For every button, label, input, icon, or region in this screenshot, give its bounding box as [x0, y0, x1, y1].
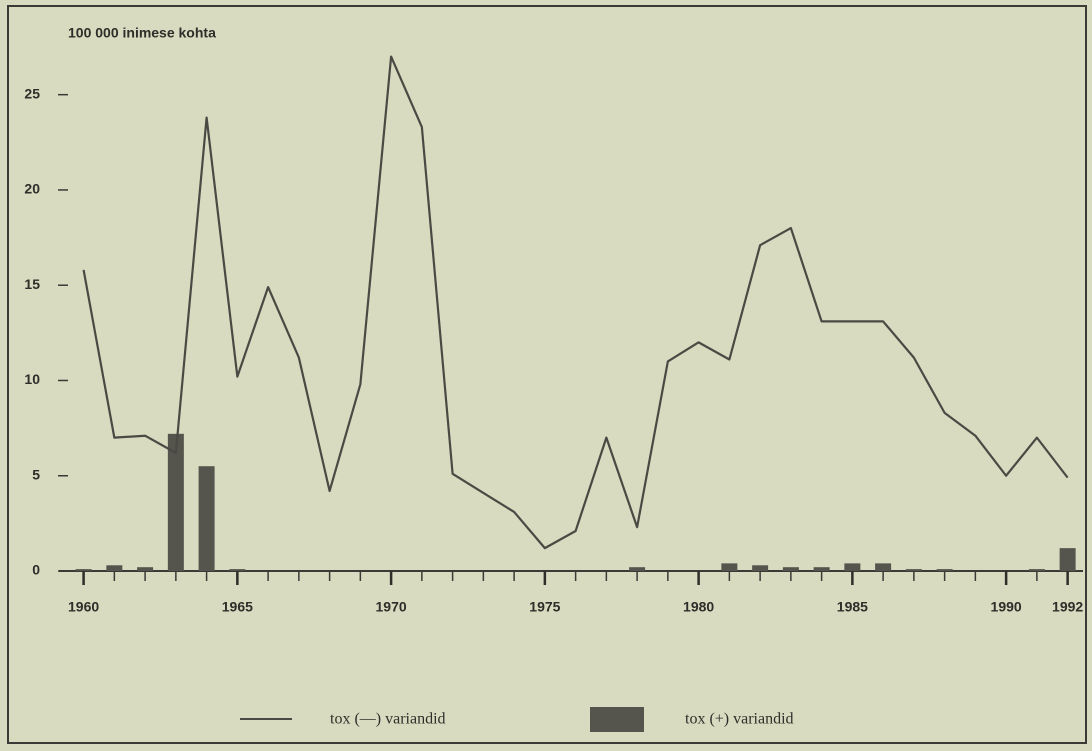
bar	[844, 563, 861, 571]
y-tick-label: 25	[24, 85, 40, 101]
legend-label: tox (+) variandid	[685, 711, 794, 728]
bar	[198, 466, 215, 571]
bar	[1028, 569, 1045, 571]
x-tick-label: 1992	[1052, 599, 1083, 615]
bar	[75, 569, 92, 571]
x-tick-label: 1985	[837, 599, 868, 615]
y-axis-label: 100 000 inimese kohta	[68, 25, 216, 41]
bar	[167, 433, 184, 571]
x-tick-label: 1980	[683, 599, 714, 615]
y-tick-label: 20	[24, 181, 40, 197]
line	[82, 55, 1069, 550]
x-tick-label: 1990	[991, 599, 1022, 615]
y-tick-label: 10	[24, 371, 40, 387]
y-tick-label: 5	[32, 466, 40, 482]
x-tick-label: 1970	[376, 599, 407, 615]
x-tick-label: 1965	[222, 599, 253, 615]
bar	[875, 563, 892, 571]
bar	[1059, 548, 1076, 571]
bar	[629, 567, 646, 571]
y-tick-label: 0	[32, 562, 40, 578]
bar	[905, 569, 922, 571]
frame	[7, 5, 1087, 744]
x-tick-label: 1960	[68, 599, 99, 615]
legend-label: tox (—) variandid	[330, 711, 446, 728]
bar	[721, 563, 738, 571]
bar	[936, 569, 953, 571]
bar	[137, 567, 154, 571]
bar	[782, 567, 799, 571]
bar	[752, 565, 769, 571]
x-tick-label: 1975	[529, 599, 560, 615]
bar	[106, 565, 123, 571]
bar	[813, 567, 830, 571]
bar	[229, 569, 246, 571]
y-tick-label: 15	[24, 276, 40, 292]
legend-bar-swatch	[590, 707, 644, 732]
